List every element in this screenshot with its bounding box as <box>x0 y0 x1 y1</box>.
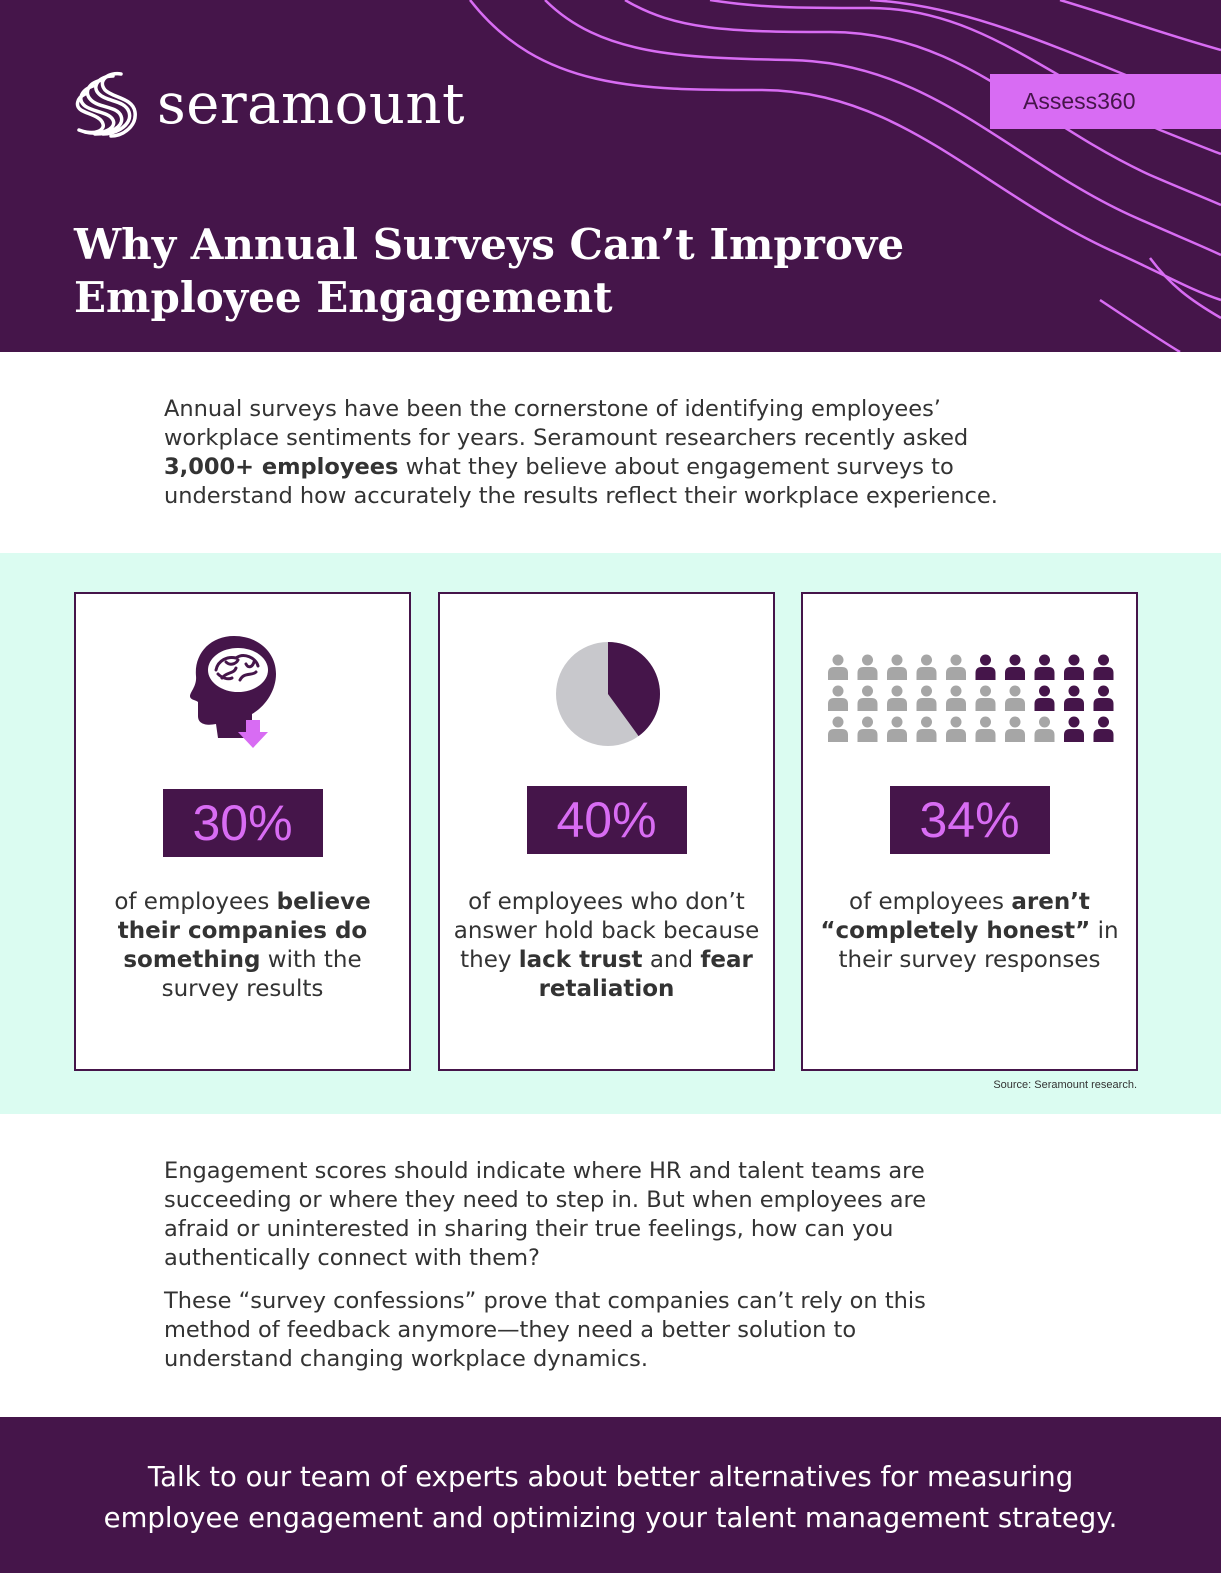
footer-text: Talk to our team of experts about better… <box>0 1457 1221 1539</box>
person-icon <box>916 685 937 711</box>
body-line: authentically connect with them? <box>164 1245 540 1271</box>
desc-bold: aren’t “completely honest” <box>820 889 1091 944</box>
person-icon <box>1005 685 1025 711</box>
decorative-waves <box>469 0 1221 352</box>
person-icon <box>1064 685 1084 711</box>
desc-bold: believe their companies do something <box>117 889 371 973</box>
stat-value: 40% <box>526 786 687 854</box>
desc-bold: fear retaliation <box>538 947 753 1002</box>
person-icon <box>1034 716 1055 742</box>
desc-bold: lack trust <box>518 947 643 973</box>
seramount-logo-icon <box>75 71 137 138</box>
body-paragraph-1: Engagement scores should indicate where … <box>164 1157 1084 1273</box>
body-line: succeeding or where they need to step in… <box>164 1187 927 1213</box>
desc-text: of employees <box>114 889 277 915</box>
intro-highlight: 3,000+ employees <box>164 454 399 480</box>
header-banner: seramount Assess360 Why Annual Surveys C… <box>0 0 1221 352</box>
desc-text: of employees <box>849 889 1012 915</box>
logo-wordmark: seramount <box>157 72 465 137</box>
person-icon <box>946 654 966 680</box>
person-icon <box>1093 685 1114 711</box>
person-icon <box>857 654 878 680</box>
person-icon <box>1093 716 1114 742</box>
intro-line: Annual surveys have been the cornerstone… <box>164 396 941 422</box>
person-icon <box>1005 654 1025 680</box>
brain-head-icon <box>186 632 286 752</box>
person-icon <box>975 716 996 742</box>
footer-line: Talk to our team of experts about better… <box>147 1461 1074 1493</box>
person-icon <box>916 654 937 680</box>
person-icon <box>828 685 848 711</box>
stat-description: of employees believe their companies do … <box>86 888 399 1004</box>
body-line: method of feedback anymore—they need a b… <box>164 1317 857 1343</box>
footer-cta: Talk to our team of experts about better… <box>0 1417 1221 1573</box>
person-icon <box>828 716 848 742</box>
assess360-badge: Assess360 <box>990 74 1221 129</box>
stat-card-40: 40% of employees who don’t answer hold b… <box>438 592 775 1071</box>
person-icon <box>887 654 907 680</box>
stat-card-30: 30% of employees believe their companies… <box>74 592 411 1071</box>
person-icon <box>1064 716 1084 742</box>
stat-value: 30% <box>162 789 323 857</box>
body-paragraph-2: These “survey confessions” prove that co… <box>164 1287 1084 1374</box>
intro-line: workplace sentiments for years. Seramoun… <box>164 425 969 451</box>
body-line: These “survey confessions” prove that co… <box>164 1288 926 1314</box>
person-icon <box>857 716 878 742</box>
person-icon <box>1034 654 1055 680</box>
stat-description: of employees who don’t answer hold back … <box>450 888 763 1004</box>
logo: seramount <box>73 70 465 140</box>
person-icon <box>916 716 937 742</box>
desc-text: in their survey responses <box>838 918 1119 973</box>
page-title: Why Annual Surveys Can’t Improve Employe… <box>74 218 904 324</box>
footer-line: employee engagement and optimizing your … <box>103 1502 1118 1534</box>
person-icon <box>887 685 907 711</box>
person-icon <box>887 716 907 742</box>
person-icon <box>828 654 848 680</box>
stat-card-34: 34% of employees aren’t “completely hone… <box>801 592 1138 1071</box>
people-grid-icon <box>826 652 1116 744</box>
desc-text: of employees who don’t answer hold back … <box>453 889 760 973</box>
body-line: afraid or uninterested in sharing their … <box>164 1216 894 1242</box>
person-icon <box>975 654 996 680</box>
person-icon <box>946 716 966 742</box>
intro-line: understand how accurately the results re… <box>164 483 998 509</box>
stat-description: of employees aren’t “completely honest” … <box>813 888 1126 975</box>
body-line: Engagement scores should indicate where … <box>164 1158 925 1184</box>
person-icon <box>857 685 878 711</box>
person-icon <box>975 685 996 711</box>
person-icon <box>946 685 966 711</box>
person-icon <box>1005 716 1025 742</box>
body-line: understand changing workplace dynamics. <box>164 1346 649 1372</box>
desc-text: with the survey results <box>161 947 362 1002</box>
person-icon <box>1034 685 1055 711</box>
desc-text: and <box>642 947 701 973</box>
title-line-1: Why Annual Surveys Can’t Improve <box>74 220 905 269</box>
intro-line: what they believe about engagement surve… <box>398 454 954 480</box>
intro-paragraph: Annual surveys have been the cornerstone… <box>164 395 1084 511</box>
pie-chart-icon <box>554 640 662 748</box>
pie-highlight-slice <box>608 642 660 737</box>
person-icon <box>1093 654 1114 680</box>
stat-value: 34% <box>889 786 1050 854</box>
source-note: Source: Seramount research. <box>993 1079 1137 1091</box>
person-icon <box>1064 654 1084 680</box>
title-line-2: Employee Engagement <box>74 273 613 322</box>
